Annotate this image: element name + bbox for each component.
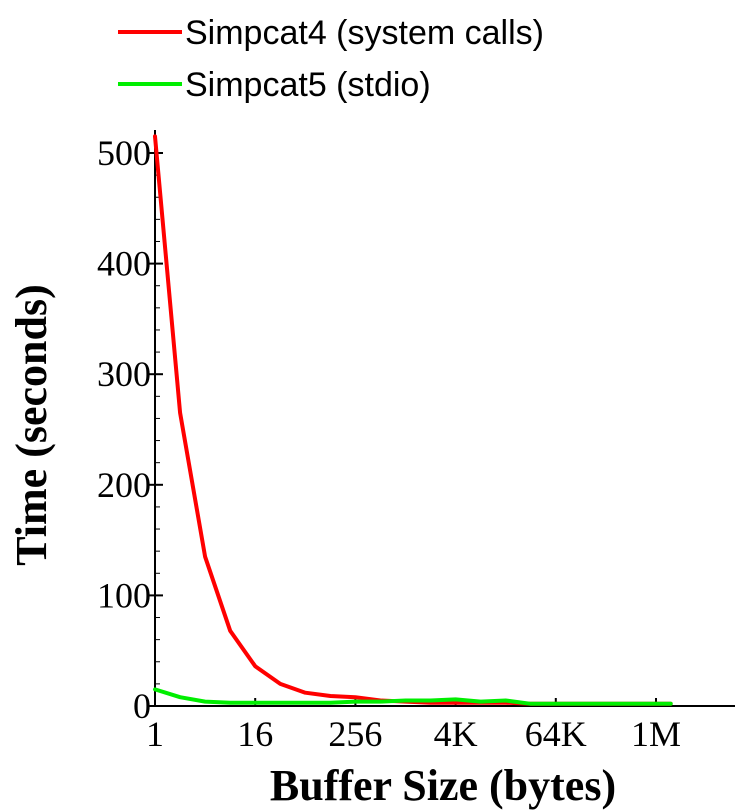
series-line-simpcat4 (153, 134, 673, 706)
x-tick-label: 1M (631, 714, 681, 754)
y-tick-label: 500 (97, 133, 151, 173)
legend-label-simpcat4: Simpcat4 (system calls) (185, 14, 544, 52)
y-tick-label: 200 (97, 465, 151, 505)
x-axis-title: Buffer Size (bytes) (270, 761, 616, 810)
x-tick-label: 64K (525, 714, 587, 754)
series-line-simpcat5 (153, 687, 673, 706)
y-tick-label: 0 (133, 686, 151, 726)
y-axis-title: Time (seconds) (7, 284, 56, 566)
y-tick-label: 100 (97, 575, 151, 615)
legend: Simpcat4 (system calls) Simpcat5 (stdio) (118, 14, 544, 104)
x-tick-label: 256 (328, 714, 382, 754)
x-ticks: 1 16 256 4K 64K 1M (146, 698, 681, 754)
series-group (153, 134, 673, 706)
y-ticks: 0 100 200 300 400 500 (97, 133, 163, 726)
y-tick-label: 300 (97, 354, 151, 394)
x-tick-label: 16 (237, 714, 273, 754)
legend-label-simpcat5: Simpcat5 (stdio) (185, 66, 431, 104)
x-tick-label: 1 (146, 714, 164, 754)
x-tick-label: 4K (434, 714, 478, 754)
y-tick-label: 400 (97, 244, 151, 284)
